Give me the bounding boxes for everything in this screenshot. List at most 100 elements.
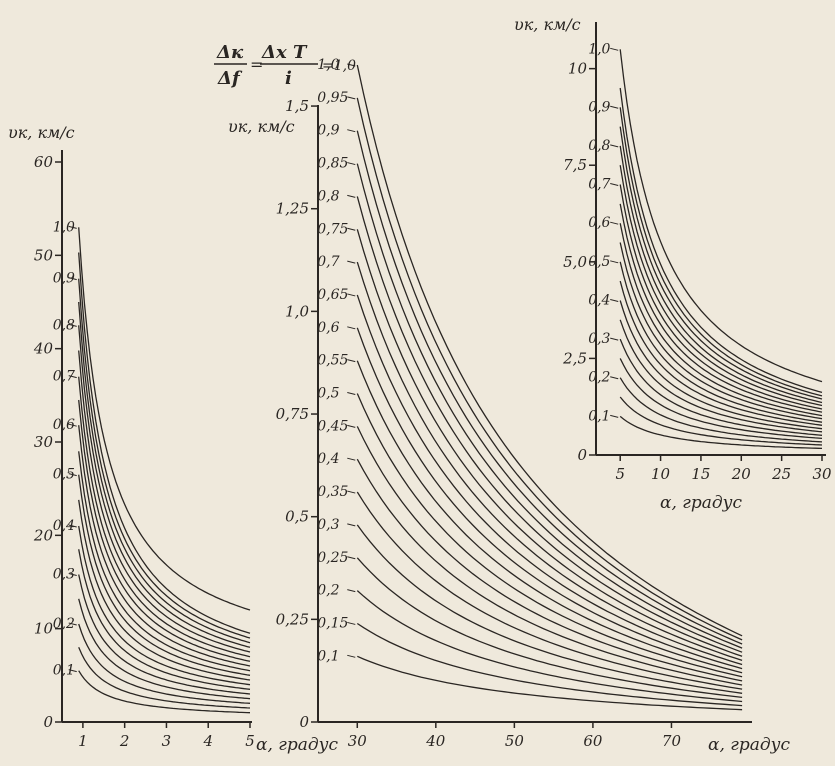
middle-series-line [356, 163, 743, 649]
left-chart: 0 10 20 30 40 50 60 1 2 3 4 5 υк, км/с α, градус 0,1 0,… [8, 123, 339, 755]
middle-curve-label-leader [347, 293, 356, 297]
middle-y-tick-label: 1,0 [285, 302, 309, 320]
middle-curve-label: 0,45 [317, 418, 348, 434]
left-series-line [78, 252, 251, 634]
right-series-line [619, 49, 823, 383]
left-curve-label-leader [68, 524, 77, 528]
left-x-tick-label: 4 [202, 732, 213, 750]
right-series-line [619, 319, 823, 433]
right-y-tick-label: 0 [577, 446, 587, 464]
middle-x-tick-label: 70 [662, 732, 682, 750]
left-series-line [78, 301, 251, 644]
right-series-line [619, 184, 823, 410]
middle-series-line [356, 196, 743, 653]
right-curve-label: 1,0 [588, 41, 610, 57]
left-series-line [78, 325, 251, 648]
right-curve-label-leader [610, 105, 619, 109]
right-y-tick-label: 2,5 [562, 349, 587, 367]
middle-curve-label: 0,1 [317, 648, 339, 664]
right-curve-label: 0,6 [588, 215, 610, 231]
right-series-line [619, 165, 823, 407]
right-series-line [619, 145, 823, 404]
formula-tail: =1,0 [322, 58, 356, 74]
right-curve-label: 0,3 [588, 331, 610, 347]
middle-curve-label-leader [347, 392, 356, 395]
left-curve-label: 0,2 [53, 616, 75, 632]
middle-curve-label-leader [347, 556, 356, 560]
left-series-line [78, 574, 251, 695]
left-x-tick-label: 3 [162, 732, 172, 750]
left-y-tick-label: 40 [33, 340, 54, 358]
middle-x-tick-label: 50 [505, 732, 525, 750]
right-chart: 0 2,5 5,0 7,5 10 5 10 15 20 25 30 υк, км/с α, градус… [514, 15, 832, 513]
right-series-line [619, 396, 823, 446]
middle-series-line [356, 64, 743, 637]
middle-y-tick-label: 0,25 [276, 610, 309, 628]
right-y-tick-label: 7,5 [563, 156, 587, 174]
middle-series-line [356, 229, 743, 657]
left-x-tick-label: 5 [245, 732, 255, 750]
middle-curve-label-leader [347, 457, 356, 461]
left-curve-label-leader [68, 423, 77, 427]
right-series-line [619, 107, 823, 397]
left-x-axis-label: α, градус [256, 735, 339, 755]
middle-curve-label-leader [347, 621, 356, 625]
right-curve-label-leader [610, 144, 619, 148]
right-y-tick-label: 10 [568, 60, 588, 78]
formula-lhs-denominator: Δf [217, 68, 243, 89]
middle-curve-label: 0,15 [317, 615, 348, 631]
left-y-tick-label: 20 [33, 526, 54, 544]
left-curve-label: 0,3 [53, 567, 75, 583]
left-curve-label-leader [68, 473, 77, 477]
left-series-line [78, 350, 251, 653]
right-curve-label-leader [610, 337, 619, 341]
middle-series-line [356, 426, 743, 682]
middle-curve-label-leader [347, 63, 356, 67]
left-curve-label-leader [68, 225, 77, 229]
middle-series-line [356, 590, 743, 703]
middle-y-axis-label: υк, км/с [228, 117, 295, 136]
right-x-tick-label: 25 [771, 465, 791, 483]
middle-series-line [356, 261, 743, 662]
middle-series-line [356, 327, 743, 670]
left-curve-label: 0,4 [53, 518, 75, 534]
middle-x-axis-label: α, градус [708, 735, 791, 755]
right-curve-label-leader [610, 47, 619, 51]
left-curve-label: 0,7 [53, 369, 75, 385]
left-curve-label-leader [68, 323, 77, 327]
middle-curve-label-leader [347, 326, 356, 330]
formula: Δк Δf = Δx T i =1,0 [214, 42, 356, 89]
left-y-tick-label: 0 [43, 713, 53, 731]
right-curve-label-leader [610, 298, 619, 302]
left-series-line [78, 525, 251, 686]
right-series-line [619, 300, 823, 430]
right-x-axis-label: α, градус [660, 493, 743, 513]
middle-curve-label: 0,35 [317, 484, 348, 500]
right-curve-label: 0,4 [588, 292, 610, 308]
left-y-tick-label: 30 [34, 433, 54, 451]
left-y-tick-label: 60 [34, 153, 54, 171]
left-y-tick-label: 10 [34, 620, 54, 638]
middle-curve-label: 0,5 [317, 386, 339, 402]
formula-rhs-denominator: i [285, 68, 292, 89]
right-curve-label: 0,9 [588, 99, 610, 115]
right-x-tick-label: 15 [691, 465, 710, 483]
right-series-line [619, 280, 823, 426]
right-series-line [619, 358, 823, 440]
left-curve-label-leader [68, 669, 77, 673]
middle-curve-label-leader [347, 424, 356, 428]
middle-y-tick-label: 1,25 [276, 200, 309, 218]
right-curve-label-leader [610, 183, 619, 187]
middle-series-line [356, 622, 743, 707]
right-x-tick-label: 20 [731, 465, 752, 483]
left-series-line [78, 227, 251, 611]
left-curve-label-leader [68, 277, 77, 281]
middle-curve-label-leader [347, 194, 356, 198]
middle-series-line [356, 524, 743, 694]
left-curve-label-leader [68, 573, 77, 577]
middle-curve-label-leader [347, 589, 356, 593]
formula-rhs-numerator: Δx T [261, 42, 308, 63]
right-curve-label-leader [610, 260, 619, 264]
left-curve-label-leader [68, 375, 77, 379]
right-x-tick-label: 30 [812, 465, 832, 483]
